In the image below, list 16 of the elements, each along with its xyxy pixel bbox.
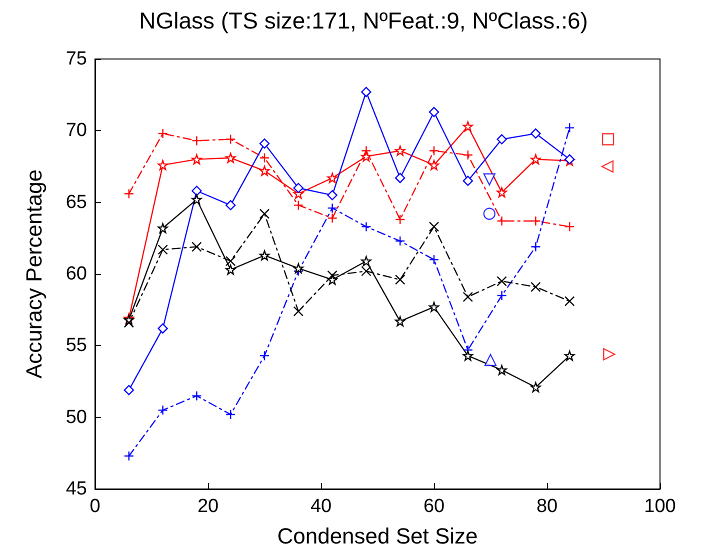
y-tick-label: 60 bbox=[66, 264, 87, 284]
y-tick-label: 75 bbox=[66, 48, 87, 70]
x-tick-label: 80 bbox=[536, 496, 558, 517]
x-tick-label: 100 bbox=[644, 496, 676, 517]
y-tick-label: 65 bbox=[66, 192, 87, 213]
x-tick-label: 40 bbox=[310, 496, 332, 517]
x-tick-label: 60 bbox=[423, 496, 445, 517]
x-axis-title: Condensed Set Size bbox=[277, 524, 478, 548]
y-tick-label: 45 bbox=[66, 478, 87, 500]
y-axis-title: Accuracy Percentage bbox=[22, 169, 46, 379]
y-tick-label: 55 bbox=[66, 335, 87, 356]
chart-title: NGlass (TS size:171, NºFeat.:9, NºClass.:6) bbox=[139, 8, 588, 34]
x-tick-label: 0 bbox=[90, 496, 100, 517]
y-tick-label: 50 bbox=[66, 406, 87, 428]
y-tick-label: 70 bbox=[66, 120, 87, 142]
x-tick-label: 20 bbox=[197, 496, 219, 517]
